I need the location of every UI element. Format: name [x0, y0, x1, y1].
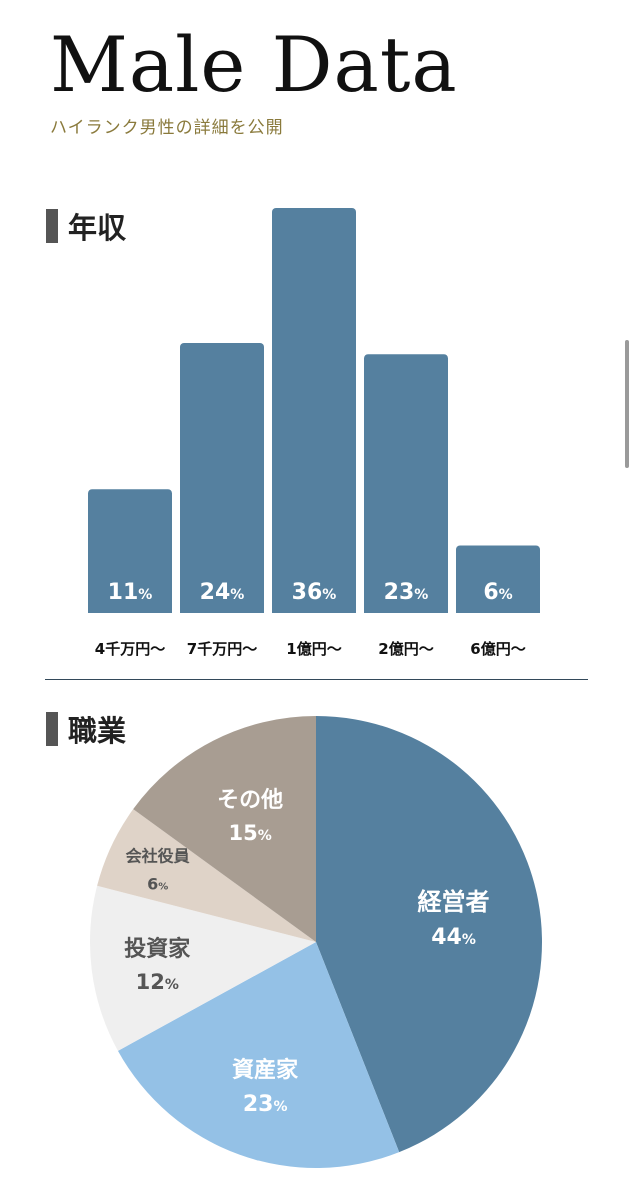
page-subtitle: ハイランク男性の詳細を公開 — [50, 118, 284, 138]
pie-slice-label: 資産家 — [232, 1057, 299, 1083]
bar-group: 36% 1億円〜 — [272, 208, 356, 658]
bar-group: 11% 4千万円〜 — [88, 489, 172, 658]
x-tick-label: 7千万円〜 — [187, 640, 257, 658]
bar-value-label: 36% — [292, 580, 337, 605]
bar — [272, 208, 356, 613]
pie-slice-value: 12% — [136, 970, 179, 994]
bar-value-label: 24% — [200, 580, 245, 605]
pie-slice-value: 23% — [243, 1092, 288, 1117]
bar-value-label: 6% — [483, 580, 512, 605]
bar-base — [364, 607, 448, 613]
x-tick-label: 4千万円〜 — [95, 640, 165, 658]
occupation-section-heading: 職業 — [46, 708, 126, 750]
pie-slice — [89, 885, 316, 1051]
income-section-heading: 年収 — [46, 205, 126, 247]
bar-value-label: 11% — [108, 580, 153, 605]
occupation-heading-label: 職業 — [68, 714, 127, 748]
bar — [456, 545, 540, 613]
pie-slice-label: 経営者 — [418, 888, 490, 916]
income-bar-chart: 11% 4千万円〜 24% 7千万円〜 36% 1億円〜 23% 2億円〜 6% 6億円〜 — [88, 208, 540, 658]
heading-marker — [46, 712, 58, 746]
bar — [180, 343, 264, 613]
x-tick-label: 1億円〜 — [286, 640, 341, 658]
pie-slice-value: 44% — [431, 925, 476, 950]
pie-slice-label: 会社役員 — [126, 846, 190, 865]
bar-group: 6% 6億円〜 — [456, 545, 540, 658]
bar-value-label: 23% — [384, 580, 429, 605]
bar-base — [88, 607, 172, 613]
section-divider — [45, 679, 588, 680]
x-tick-label: 6億円〜 — [470, 640, 525, 658]
bar-group: 24% 7千万円〜 — [180, 343, 264, 658]
bar-base — [456, 607, 540, 613]
pie-slice-value: 6% — [147, 874, 168, 893]
pie-slice — [316, 716, 542, 1153]
heading-marker — [46, 209, 58, 243]
pie-slice — [117, 942, 400, 1168]
bar-base — [180, 607, 264, 613]
bar — [364, 354, 448, 613]
income-heading-label: 年収 — [68, 211, 127, 245]
bar-group: 23% 2億円〜 — [364, 354, 448, 658]
pie-slice-label: その他 — [217, 788, 283, 813]
x-tick-label: 2億円〜 — [378, 640, 433, 658]
bar-base — [272, 607, 356, 613]
scrollbar[interactable] — [625, 340, 629, 468]
page-title: Male Data — [50, 20, 458, 109]
pie-slice — [97, 809, 316, 942]
pie-slice-value: 15% — [229, 821, 272, 845]
pie-slice — [133, 716, 316, 942]
bar — [88, 489, 172, 613]
pie-slice-label: 投資家 — [124, 936, 191, 962]
